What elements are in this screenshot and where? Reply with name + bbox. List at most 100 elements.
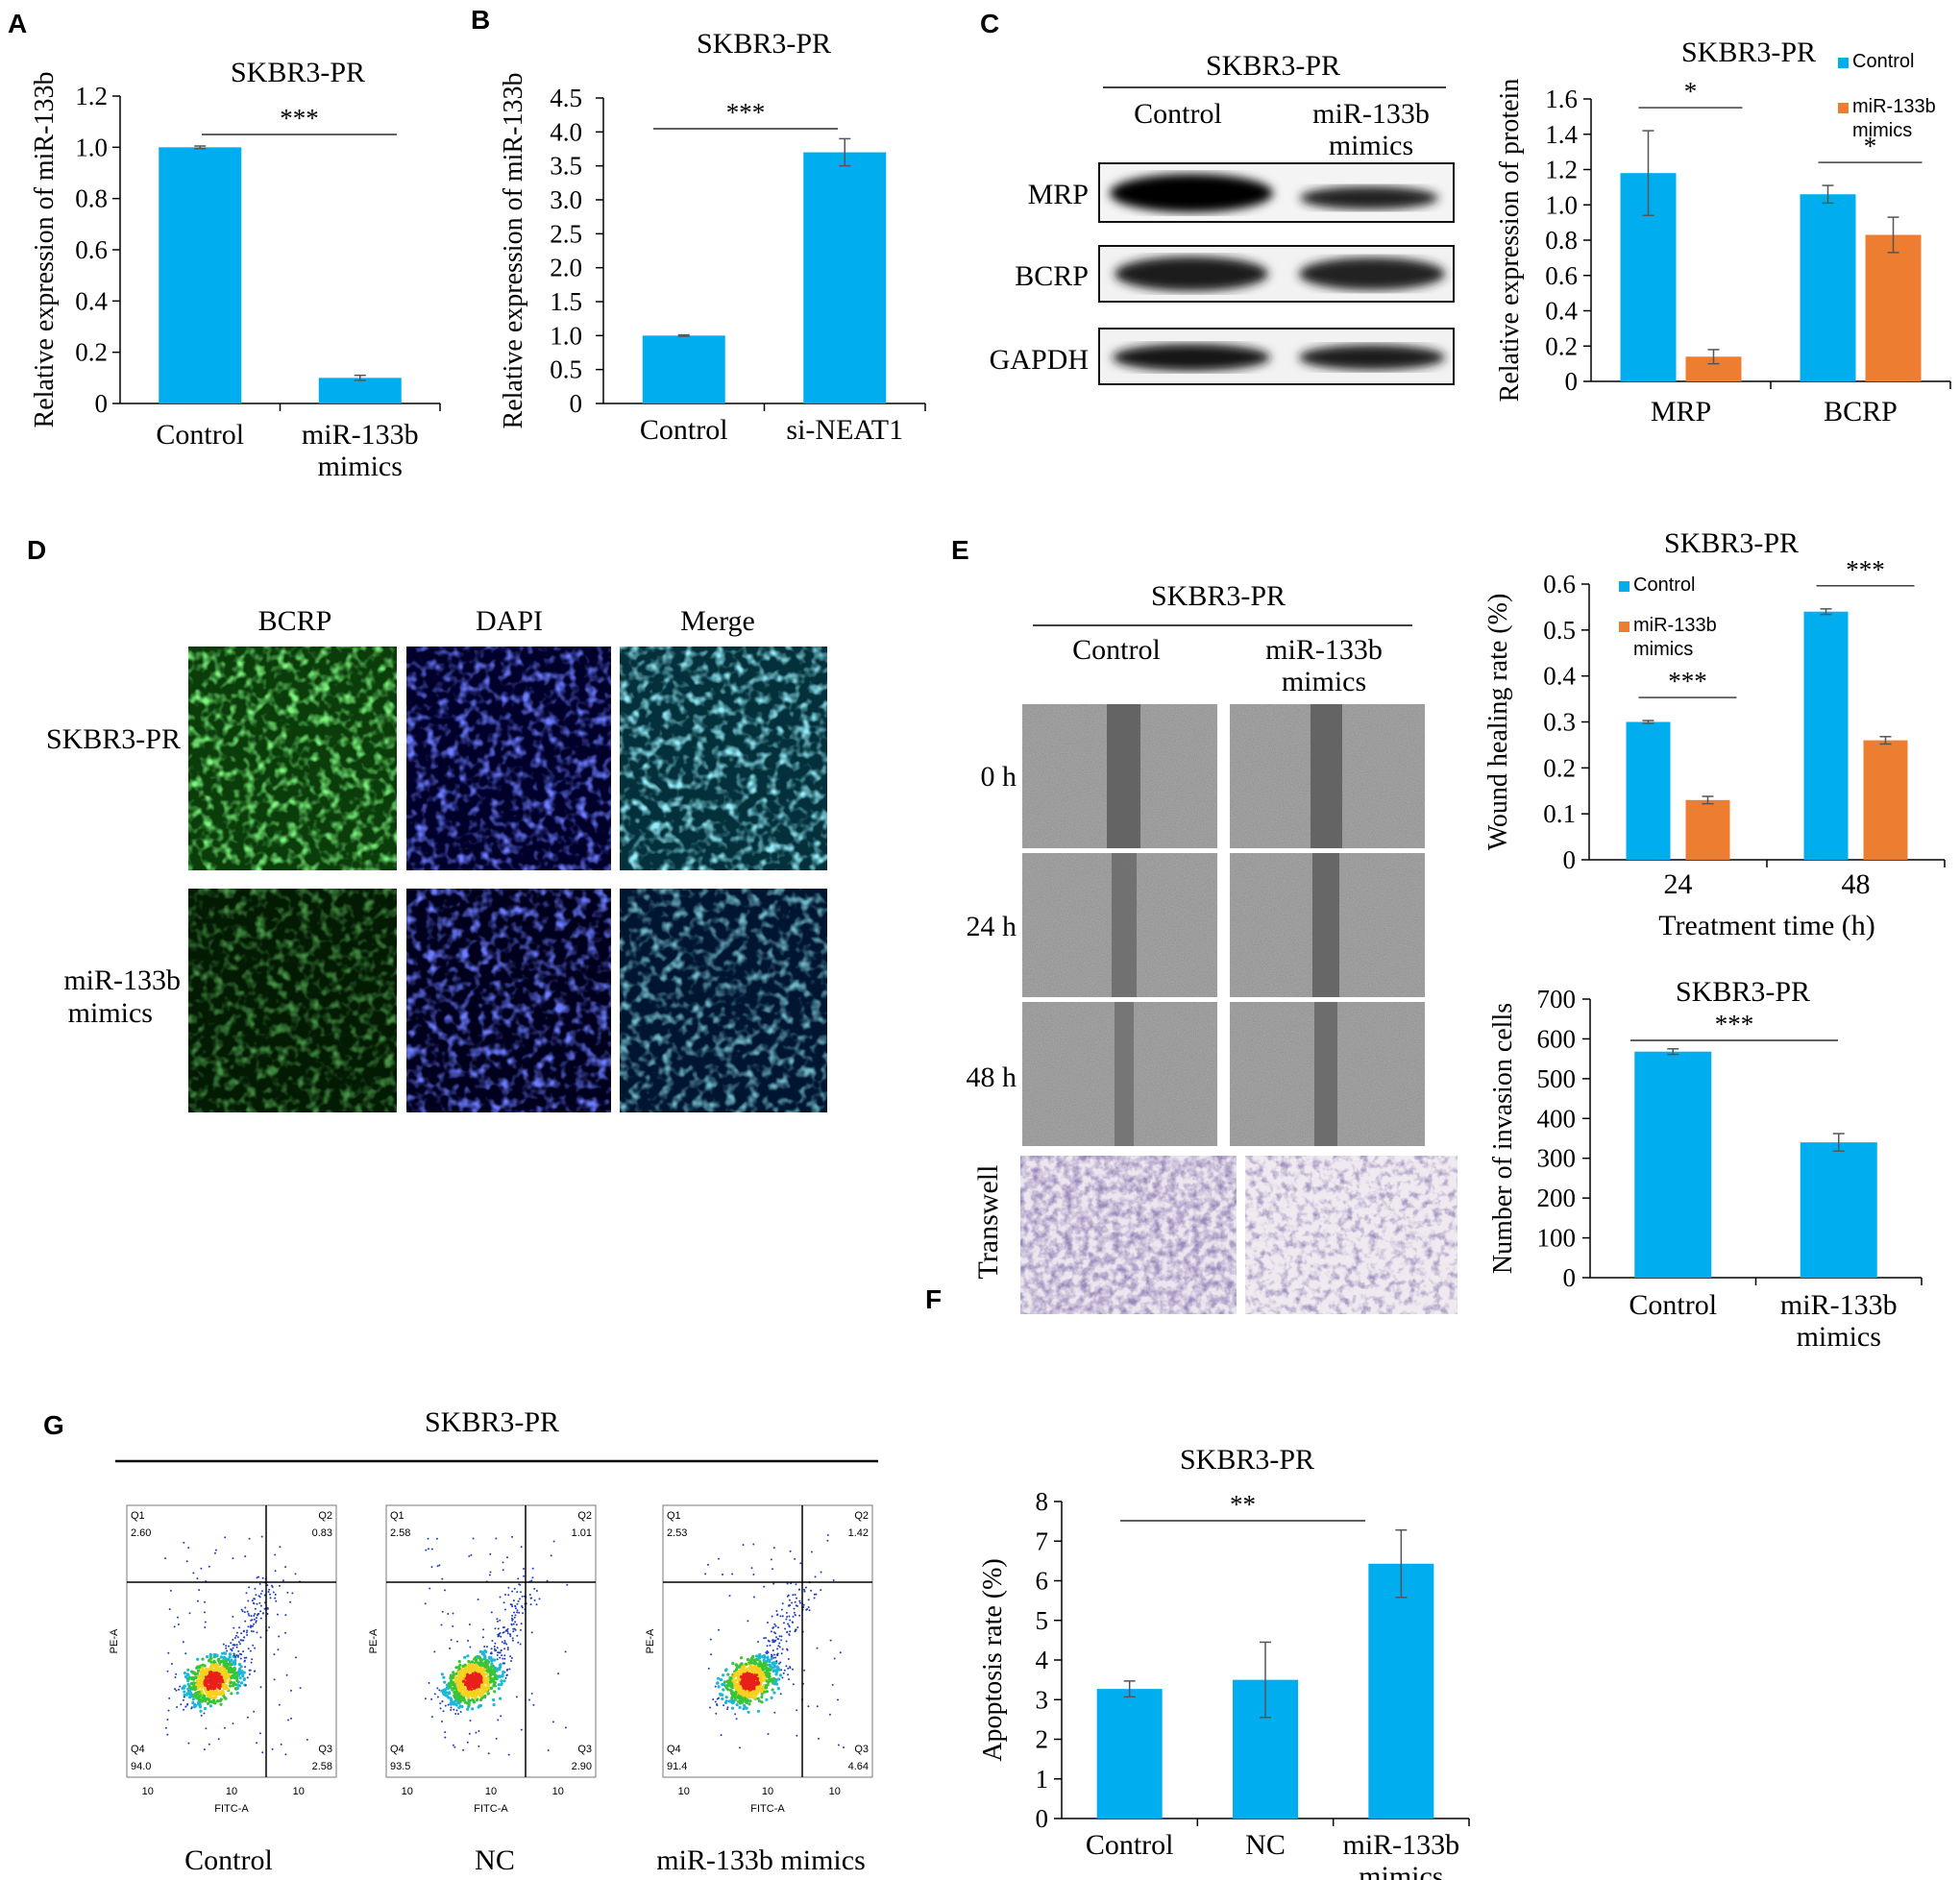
y-axis-label: PE-A bbox=[645, 1628, 656, 1653]
event-dot bbox=[509, 1603, 512, 1606]
event-dot bbox=[493, 1645, 496, 1648]
chart-title: SKBR3-PR bbox=[1180, 1444, 1314, 1476]
event-dot bbox=[452, 1744, 454, 1746]
if-col-merge: Merge bbox=[680, 605, 755, 637]
event-dot bbox=[213, 1681, 217, 1685]
event-dot bbox=[186, 1682, 190, 1686]
y-tick-label: 400 bbox=[1537, 1104, 1577, 1133]
event-dot bbox=[498, 1633, 501, 1636]
event-dot bbox=[504, 1594, 506, 1596]
event-dot bbox=[191, 1697, 195, 1701]
event-dot bbox=[792, 1594, 795, 1597]
event-dot bbox=[237, 1668, 241, 1672]
event-dot bbox=[747, 1695, 751, 1698]
event-dot bbox=[716, 1681, 720, 1685]
event-dot bbox=[516, 1611, 519, 1614]
event-dot bbox=[438, 1564, 441, 1567]
event-dot bbox=[236, 1636, 239, 1639]
event-dot bbox=[504, 1676, 507, 1679]
event-dot bbox=[721, 1697, 724, 1701]
event-dot bbox=[502, 1662, 504, 1665]
y-axis-label: Wound healing rate (%) bbox=[1483, 594, 1513, 851]
event-dot bbox=[444, 1694, 448, 1697]
y-axis-label: PE-A bbox=[368, 1628, 380, 1653]
quad-q2-value: 0.83 bbox=[312, 1527, 332, 1539]
event-dot bbox=[470, 1669, 474, 1672]
event-dot bbox=[196, 1701, 201, 1705]
event-dot bbox=[776, 1638, 779, 1641]
legend-label: Control bbox=[1852, 51, 1914, 72]
event-dot bbox=[229, 1663, 233, 1667]
if-image-merge-mimics bbox=[620, 889, 827, 1112]
event-dot bbox=[789, 1619, 792, 1622]
event-dot bbox=[510, 1657, 513, 1659]
event-dot bbox=[514, 1604, 517, 1607]
event-dot bbox=[500, 1682, 503, 1686]
event-dot bbox=[168, 1697, 171, 1699]
event-dot bbox=[714, 1685, 717, 1688]
event-dot bbox=[191, 1700, 195, 1705]
event-dot bbox=[284, 1631, 286, 1634]
event-dot bbox=[192, 1572, 195, 1575]
event-dot bbox=[442, 1691, 446, 1695]
event-dot bbox=[233, 1652, 235, 1655]
event-dot bbox=[254, 1647, 257, 1649]
event-dot bbox=[256, 1602, 258, 1605]
event-dot bbox=[443, 1688, 447, 1692]
event-dot bbox=[521, 1595, 524, 1598]
event-dot bbox=[482, 1684, 486, 1688]
event-dot bbox=[230, 1692, 233, 1696]
event-dot bbox=[493, 1680, 497, 1685]
event-dot bbox=[752, 1671, 756, 1674]
event-dot bbox=[202, 1696, 206, 1699]
event-dot bbox=[477, 1678, 480, 1682]
event-dot bbox=[482, 1674, 486, 1678]
event-dot bbox=[506, 1648, 509, 1651]
event-dot bbox=[731, 1661, 735, 1666]
x-category-label: mimics bbox=[1359, 1861, 1443, 1880]
event-dot bbox=[734, 1685, 738, 1689]
event-dot bbox=[280, 1743, 282, 1746]
event-dot bbox=[499, 1656, 502, 1659]
event-dot bbox=[508, 1668, 511, 1671]
event-dot bbox=[465, 1689, 469, 1693]
event-dot bbox=[240, 1608, 243, 1611]
event-dot bbox=[460, 1704, 464, 1709]
event-dot bbox=[760, 1692, 764, 1696]
event-dot bbox=[226, 1687, 230, 1691]
event-dot bbox=[231, 1649, 233, 1652]
event-dot bbox=[483, 1654, 487, 1658]
event-dot bbox=[794, 1600, 796, 1603]
event-dot bbox=[763, 1690, 767, 1694]
event-dot bbox=[235, 1676, 239, 1680]
event-dot bbox=[205, 1697, 208, 1700]
event-dot bbox=[746, 1690, 749, 1694]
event-dot bbox=[441, 1610, 444, 1613]
event-dot bbox=[197, 1665, 201, 1670]
event-dot bbox=[740, 1670, 745, 1673]
event-dot bbox=[470, 1698, 475, 1702]
event-dot bbox=[483, 1646, 486, 1648]
event-dot bbox=[185, 1672, 190, 1676]
event-dot bbox=[196, 1599, 199, 1602]
x-tick-label: 10 bbox=[226, 1786, 237, 1797]
y-tick-label: 4.5 bbox=[550, 84, 582, 112]
event-dot bbox=[467, 1639, 470, 1642]
event-dot bbox=[274, 1553, 277, 1556]
event-dot bbox=[781, 1602, 784, 1605]
event-dot bbox=[521, 1606, 524, 1609]
event-dot bbox=[546, 1579, 549, 1582]
event-dot bbox=[232, 1616, 234, 1618]
event-dot bbox=[503, 1608, 506, 1611]
event-dot bbox=[449, 1701, 453, 1706]
event-dot bbox=[742, 1686, 746, 1690]
event-dot bbox=[467, 1698, 471, 1702]
event-dot bbox=[196, 1577, 199, 1580]
event-dot bbox=[237, 1672, 241, 1676]
event-dot bbox=[246, 1629, 249, 1632]
event-dot bbox=[773, 1623, 776, 1625]
event-dot bbox=[452, 1683, 455, 1687]
event-dot bbox=[244, 1620, 247, 1623]
chart-title: SKBR3-PR bbox=[697, 28, 831, 60]
